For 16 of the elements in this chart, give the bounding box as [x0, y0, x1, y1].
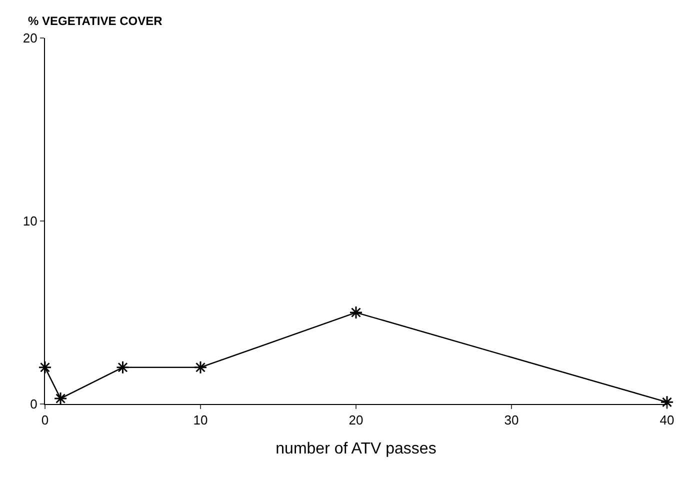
point — [660, 395, 674, 409]
y-tick-label: 0 — [30, 396, 38, 412]
x-tick-label: 20 — [348, 412, 364, 428]
y-tick-label: 20 — [22, 30, 38, 46]
x-tick-label: 40 — [660, 412, 674, 428]
point — [38, 360, 52, 374]
point — [54, 392, 68, 406]
x-tick-label: 0 — [41, 412, 49, 428]
y-axis-title: % VEGETATIVE COVER — [28, 14, 163, 28]
x-axis-title: number of ATV passes — [276, 440, 436, 458]
x-tick-label: 10 — [193, 412, 208, 428]
y-tick-label: 10 — [22, 214, 38, 229]
x-tick-label: 30 — [504, 412, 519, 428]
point — [194, 360, 208, 374]
point — [349, 306, 363, 320]
point — [116, 360, 130, 374]
